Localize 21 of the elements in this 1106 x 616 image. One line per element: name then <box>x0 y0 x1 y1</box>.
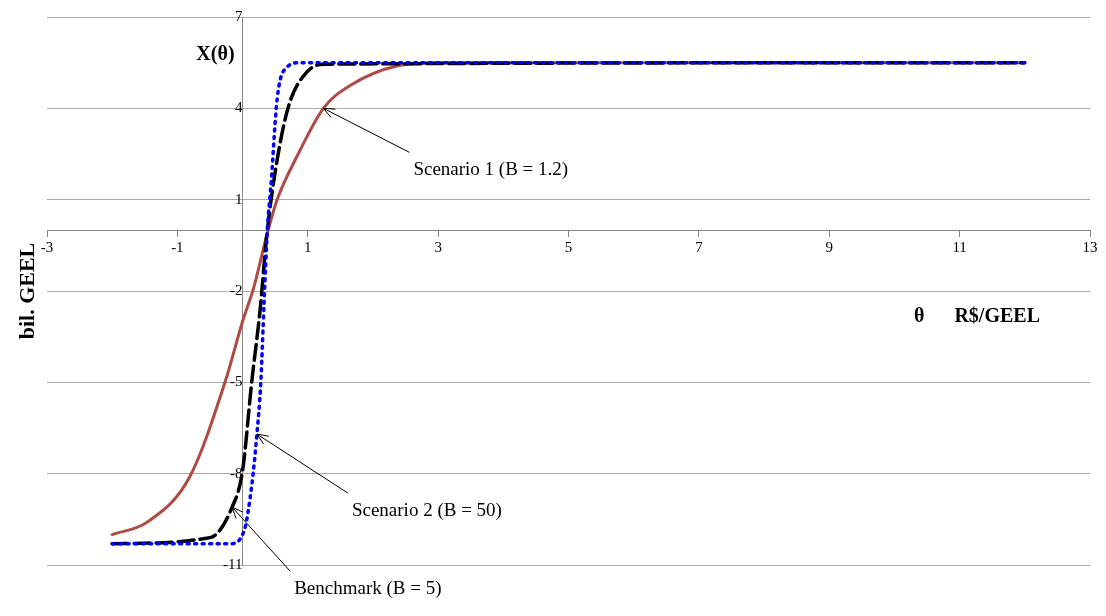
x-tick-label: 3 <box>434 239 442 256</box>
y-tick-label: -11 <box>223 555 243 572</box>
y-tick-label: 7 <box>235 7 244 24</box>
x-tick-label: 5 <box>564 239 573 256</box>
y-tick-label: -2 <box>230 281 243 298</box>
x-tick-label: 13 <box>1082 239 1098 256</box>
y-axis-title: bil. GEEL <box>13 242 39 340</box>
y-tick-label: 1 <box>235 190 243 207</box>
annotation: X(θ) <box>196 42 235 66</box>
y-tick-label: -5 <box>230 373 243 390</box>
x-axis-title: θ R$/GEEL <box>913 304 1040 327</box>
x-tick-label: -3 <box>40 239 54 256</box>
annotation: Benchmark (B = 5) <box>294 576 442 599</box>
x-tick-label: 9 <box>825 239 833 256</box>
annotation: Scenario 1 (B = 1.2) <box>413 157 569 180</box>
x-tick-label: 7 <box>695 239 704 256</box>
annotation: Scenario 2 (B = 50) <box>351 498 502 521</box>
x-tick-label: 11 <box>952 239 967 256</box>
x-tick-label: 1 <box>304 239 312 256</box>
x-tick-label: -1 <box>171 239 184 256</box>
y-tick-label: 4 <box>235 99 244 116</box>
